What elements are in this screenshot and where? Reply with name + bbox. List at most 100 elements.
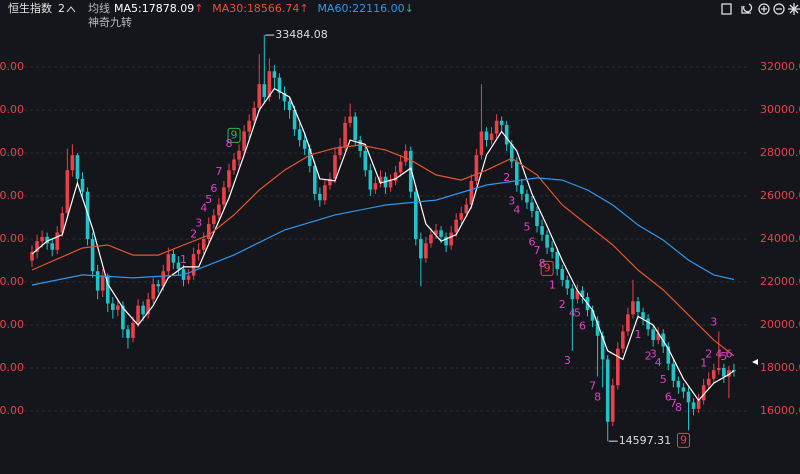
nine-turn-label: 4 xyxy=(200,202,207,215)
nine-turn-label: 1 xyxy=(700,356,707,369)
candle-body xyxy=(732,370,736,372)
candle-body xyxy=(292,110,297,130)
nine-turn-label: 8 xyxy=(594,390,601,403)
candle-body xyxy=(247,120,251,132)
candle-body xyxy=(302,140,307,149)
candle-body xyxy=(641,312,645,319)
candle-body xyxy=(267,71,272,98)
y-tick-label: 30000.00 xyxy=(760,103,800,116)
settings-icon[interactable] xyxy=(721,3,732,15)
candle-body xyxy=(408,150,413,192)
candle-body xyxy=(444,236,448,246)
nine-turn-box xyxy=(227,127,241,143)
nine-turn-label: 3 xyxy=(710,315,717,328)
candle-body xyxy=(666,346,671,364)
nine-turn-label: 9 xyxy=(544,261,551,274)
candle-body xyxy=(105,275,110,304)
nine-turn-label: 5 xyxy=(523,221,530,234)
zoom-out-icon[interactable] xyxy=(773,3,785,15)
candle-body xyxy=(35,241,39,252)
nine-turn-label: 2 xyxy=(645,350,652,363)
nine-turn-label: 2 xyxy=(190,227,197,240)
candle-body xyxy=(717,368,721,371)
ma-line xyxy=(31,144,735,357)
candle-body xyxy=(217,204,221,216)
candle-body xyxy=(166,254,171,272)
nine-turn-label: 4 xyxy=(513,203,520,216)
undo-icon[interactable] xyxy=(741,3,753,14)
candle-body xyxy=(600,335,605,360)
candle-body xyxy=(595,320,600,336)
y-tick-label: 32000.00 xyxy=(760,60,800,73)
candle-body xyxy=(151,284,155,300)
index-title[interactable]: 恒生指数 xyxy=(8,1,52,15)
candle-body xyxy=(368,170,373,190)
count[interactable]: 2 xyxy=(58,2,65,15)
candle-body xyxy=(307,148,312,166)
zoom-in-icon[interactable] xyxy=(758,3,770,15)
candle-body xyxy=(297,129,302,141)
y-tick-label: 22000.00 xyxy=(760,275,800,288)
candle-body xyxy=(186,275,191,280)
candle-body xyxy=(424,243,428,259)
candle-body xyxy=(575,290,580,300)
candle-body xyxy=(499,120,504,126)
candle-body xyxy=(681,387,686,392)
collapse-icon[interactable] xyxy=(66,6,76,13)
candle-body xyxy=(414,191,418,239)
current-price-pointer xyxy=(752,359,758,365)
nine-turn-label: 5 xyxy=(205,193,212,206)
candle-body xyxy=(696,400,701,409)
nine-turn-label: 2 xyxy=(503,171,510,184)
candle-body xyxy=(691,402,696,409)
y-tick-label: 24000.00 xyxy=(760,232,800,245)
nine-turn-label: 2 xyxy=(559,298,566,311)
candle-body xyxy=(626,314,630,332)
candle-body xyxy=(45,236,49,244)
ma-label[interactable]: 均线 xyxy=(88,1,110,15)
nine-turn-box xyxy=(677,432,690,448)
nine-turn-label: 9 xyxy=(231,128,238,141)
nine-turn-label: 6 xyxy=(579,319,586,332)
candle-body xyxy=(454,219,458,233)
left-y-tick-label: 16000.00 xyxy=(0,404,24,417)
nine-turn-label: 3 xyxy=(564,354,571,367)
nine-turn-label: 5 xyxy=(574,307,581,320)
candle-body xyxy=(434,230,438,235)
candle-body xyxy=(727,370,731,377)
candle-body xyxy=(605,359,610,422)
candle-body xyxy=(378,176,383,184)
candle-body xyxy=(373,183,378,190)
candle-body xyxy=(257,84,262,108)
left-y-tick-label: 18000.00 xyxy=(0,361,24,374)
candle-body xyxy=(90,239,95,272)
candle-body xyxy=(419,239,423,259)
plot xyxy=(0,34,750,448)
candle-body xyxy=(75,155,80,179)
candle-body xyxy=(161,271,166,287)
nine-turn-label: 4 xyxy=(715,348,722,361)
candle-body xyxy=(651,329,655,341)
nine-turn-label: 5 xyxy=(660,373,667,386)
candle-body xyxy=(570,288,575,300)
candle-body xyxy=(535,211,539,227)
candle-body xyxy=(479,131,484,156)
left-y-tick-label: 26000.00 xyxy=(0,189,24,202)
candle-body xyxy=(338,146,342,156)
nine-turn-label: 6 xyxy=(725,348,732,361)
nine-turn-label: 7 xyxy=(670,397,677,410)
candle-body xyxy=(449,232,453,246)
candle-body xyxy=(398,161,403,173)
candle-body xyxy=(171,254,176,263)
candle-body xyxy=(515,161,519,186)
candle-body xyxy=(30,251,34,261)
candle-body xyxy=(636,301,640,313)
indicator-label[interactable]: 神奇九转 xyxy=(88,15,132,29)
candle-body xyxy=(201,239,206,250)
candle-body xyxy=(403,150,408,162)
left-y-tick-label: 22000.00 xyxy=(0,275,24,288)
candle-body xyxy=(590,309,595,321)
candle-body xyxy=(277,77,282,93)
more-icon[interactable] xyxy=(788,3,800,15)
candle-body xyxy=(610,385,615,422)
